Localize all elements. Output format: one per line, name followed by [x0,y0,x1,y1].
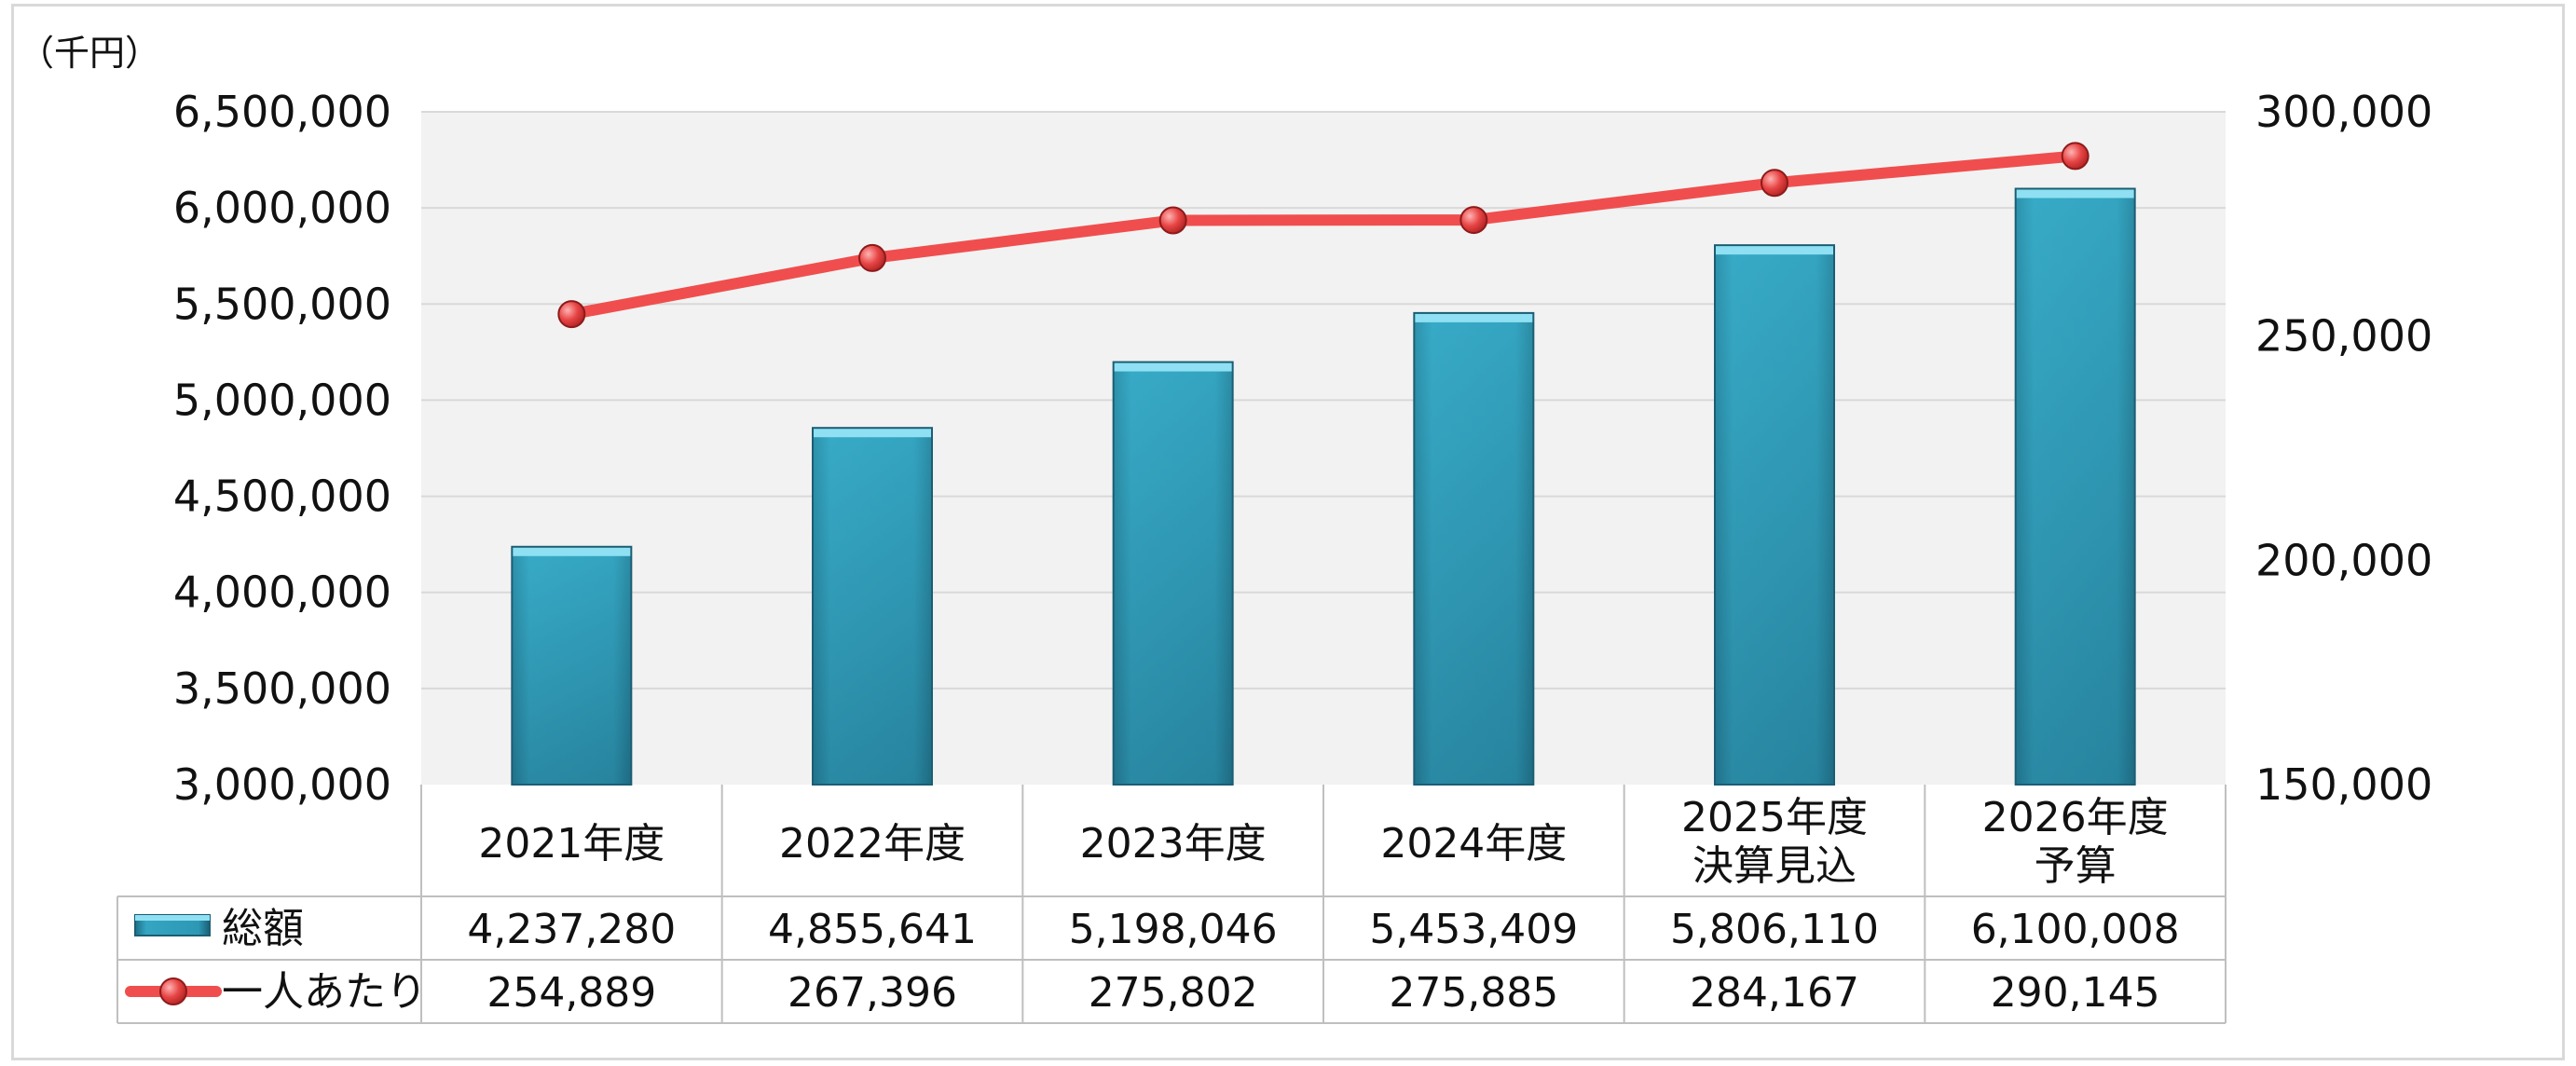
bar [2014,187,2136,786]
left-tick-label: 4,000,000 [173,567,391,618]
category-label: 2022年度 [779,820,966,868]
table-value: 275,885 [1389,969,1558,1017]
bar [1112,361,1234,786]
left-tick-label: 6,500,000 [173,87,391,137]
gridlines [421,111,2226,690]
left-tick-label: 5,500,000 [173,279,391,329]
legend-bar-key [134,914,211,936]
left-tick-label: 3,500,000 [173,663,391,714]
left-axis-ticks: 3,000,000 3,500,000 4,000,000 4,500,000 5,00… [173,87,391,810]
table-value: 290,145 [1991,969,2160,1017]
category-label: 2026年度予算 [1982,794,2169,890]
line-point [557,300,586,329]
right-axis-ticks: 150,000 200,000 250,000 300,000 [2255,87,2432,810]
table-value: 6,100,008 [1971,906,2180,953]
line-point [1761,169,1788,198]
bar [1714,244,1835,786]
bar [511,545,633,786]
table-value: 5,453,409 [1369,906,1578,953]
bar [1413,311,1535,786]
bar [812,427,933,786]
line-point [1459,206,1488,235]
table-value: 5,198,046 [1069,906,1278,953]
row-label: 一人あたり [222,968,427,1016]
unit-label: （千円） [19,33,160,74]
line-path [566,150,2081,321]
data-table: 2021年度 2022年度 2023年度 2024年度 2025年度決算見込 2026年度… [116,785,2227,1024]
category-label: 2023年度 [1080,820,1267,868]
right-tick-label: 250,000 [2255,311,2432,362]
table-value: 4,855,641 [768,906,977,953]
line-point [1158,206,1187,235]
category-label: 2025年度決算見込 [1681,794,1868,890]
table-value: 4,237,280 [467,906,676,953]
table-value: 275,802 [1089,969,1258,1017]
table-value: 284,167 [1690,969,1859,1017]
category-label: 2024年度 [1380,820,1567,868]
line-point [2061,142,2090,171]
line-series [557,142,2090,329]
line-point [858,243,886,272]
plot-area [421,112,2226,785]
table-value: 267,396 [788,969,957,1017]
row-label: 総額 [222,905,304,952]
legend-line-key [125,977,222,1005]
right-tick-label: 300,000 [2255,87,2432,137]
table-value: 254,889 [486,969,656,1017]
left-tick-label: 6,000,000 [173,183,391,233]
table-value: 5,806,110 [1670,906,1879,953]
left-tick-label: 3,000,000 [173,759,391,810]
right-tick-label: 200,000 [2255,535,2432,585]
category-label: 2021年度 [478,820,665,868]
left-tick-label: 5,000,000 [173,375,391,425]
right-tick-label: 150,000 [2255,759,2432,810]
left-tick-label: 4,500,000 [173,472,391,522]
bar-series [511,187,2136,786]
